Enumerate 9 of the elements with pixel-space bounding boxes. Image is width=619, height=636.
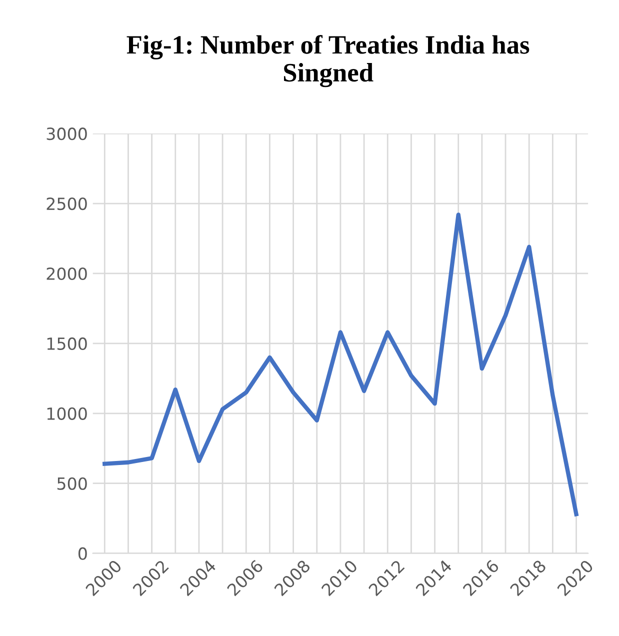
y-tick-label: 2000 (46, 267, 87, 280)
y-tick-label: 1500 (47, 337, 87, 350)
y-tick-label: 3000 (46, 128, 87, 140)
y-tick-label: 1000 (47, 407, 87, 420)
y-tick-label: 2500 (46, 197, 87, 210)
y-tick-label: 0 (78, 547, 87, 560)
y-tick-label: 500 (57, 477, 87, 490)
line-series (102, 212, 578, 516)
chart-title: Fig-1: Number of Treaties India has Singned (126, 34, 530, 88)
